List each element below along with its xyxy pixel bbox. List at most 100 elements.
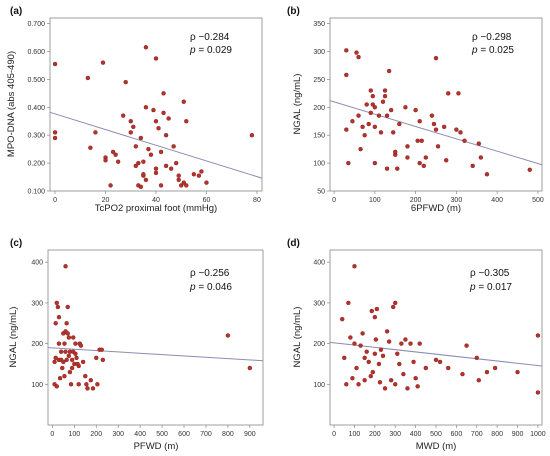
plot-frame-c: [47, 249, 264, 426]
y-axis-label-c: NGAL (ng/mL): [8, 307, 19, 368]
data-point: [370, 369, 376, 375]
data-point: [378, 347, 384, 352]
fit-line-a: [49, 111, 263, 179]
data-point: [358, 343, 363, 348]
data-point: [476, 141, 482, 146]
data-point: [360, 331, 365, 336]
y-tick-label: 0.700: [27, 21, 45, 28]
data-point: [437, 359, 443, 365]
data-point: [143, 105, 149, 110]
data-point: [100, 357, 106, 363]
data-point: [388, 378, 394, 383]
data-point: [161, 91, 166, 96]
data-point: [390, 304, 396, 310]
data-point: [433, 127, 439, 132]
data-point: [464, 343, 469, 348]
data-point: [66, 353, 72, 359]
data-point: [405, 155, 410, 160]
data-point: [390, 130, 396, 135]
x-tick-label: 700: [200, 431, 212, 438]
data-point: [368, 373, 373, 379]
data-point: [69, 357, 75, 363]
data-point: [247, 365, 253, 371]
x-axis-label-c: PFWD (m): [134, 441, 179, 452]
data-point: [454, 127, 459, 132]
x-axis-label-d: MWD (m): [416, 441, 457, 452]
data-point: [364, 349, 369, 354]
data-point: [413, 375, 418, 381]
data-point: [376, 113, 382, 118]
data-point: [53, 355, 58, 361]
fit-line-d: [329, 341, 543, 367]
panel-label-d: (d): [287, 238, 300, 249]
data-point: [376, 361, 382, 367]
data-point: [344, 382, 349, 387]
data-point: [171, 144, 176, 149]
data-point: [535, 333, 541, 338]
data-point: [73, 341, 78, 346]
data-point: [369, 308, 374, 314]
data-point: [52, 359, 57, 365]
data-point: [372, 105, 378, 110]
y-tick-label: 0.500: [27, 77, 45, 84]
data-point: [138, 135, 144, 141]
panel-d: (d) 0 100 200 300 400 500 600 700 800 900 1000 100 2…: [287, 238, 546, 452]
data-point: [136, 160, 141, 166]
data-point: [395, 351, 400, 356]
x-tick-label: 600: [178, 431, 190, 438]
data-point: [120, 113, 126, 118]
data-point: [415, 384, 420, 389]
panel-b: (b) 0 100 200 300 400 500 50 100 150 200 250 300 350…: [287, 6, 544, 214]
data-point: [433, 357, 439, 363]
data-point: [372, 160, 378, 166]
data-point: [166, 116, 171, 121]
data-point: [65, 331, 70, 336]
data-point: [397, 121, 402, 127]
data-point: [366, 121, 371, 127]
data-point: [417, 119, 422, 124]
data-point: [352, 264, 357, 269]
data-point: [153, 119, 159, 124]
data-point: [413, 107, 418, 113]
y-tick-label: 400: [31, 260, 43, 267]
data-point: [484, 369, 490, 375]
data-point: [60, 365, 65, 371]
data-point: [366, 359, 371, 365]
data-point: [384, 329, 390, 334]
plot-frame-d: [329, 249, 543, 426]
data-point: [384, 113, 390, 118]
y-tick-label: 100: [313, 161, 325, 168]
data-point: [78, 343, 84, 348]
y-tick-label: 300: [31, 300, 43, 307]
data-point: [138, 184, 144, 190]
data-point: [153, 170, 159, 176]
data-point: [83, 373, 88, 379]
data-point: [71, 335, 76, 340]
x-tick-label: 20: [102, 197, 110, 204]
rho-c: ρ −0.256: [190, 268, 230, 279]
data-point: [421, 163, 426, 169]
y-tick-label: 0.200: [27, 161, 45, 168]
data-point: [110, 149, 116, 155]
data-point: [405, 144, 410, 149]
points-c: [52, 264, 253, 391]
data-point: [76, 363, 81, 369]
data-point: [176, 173, 181, 178]
data-point: [344, 127, 349, 132]
data-point: [184, 119, 189, 124]
data-point: [168, 166, 174, 171]
data-point: [143, 177, 149, 183]
data-point: [131, 124, 136, 130]
data-point: [249, 132, 255, 138]
panel-c: (c) 0 100 200 300 400 500 600 700 800 900 100 200 30…: [8, 238, 264, 452]
y-tick-label: 0.600: [27, 49, 45, 56]
data-point: [441, 124, 447, 130]
data-point: [492, 365, 498, 371]
data-point: [90, 386, 96, 391]
data-point: [393, 300, 398, 306]
data-point: [191, 172, 197, 177]
data-point: [184, 183, 189, 188]
data-point: [431, 121, 437, 127]
data-point: [63, 264, 68, 269]
data-point: [64, 321, 69, 326]
